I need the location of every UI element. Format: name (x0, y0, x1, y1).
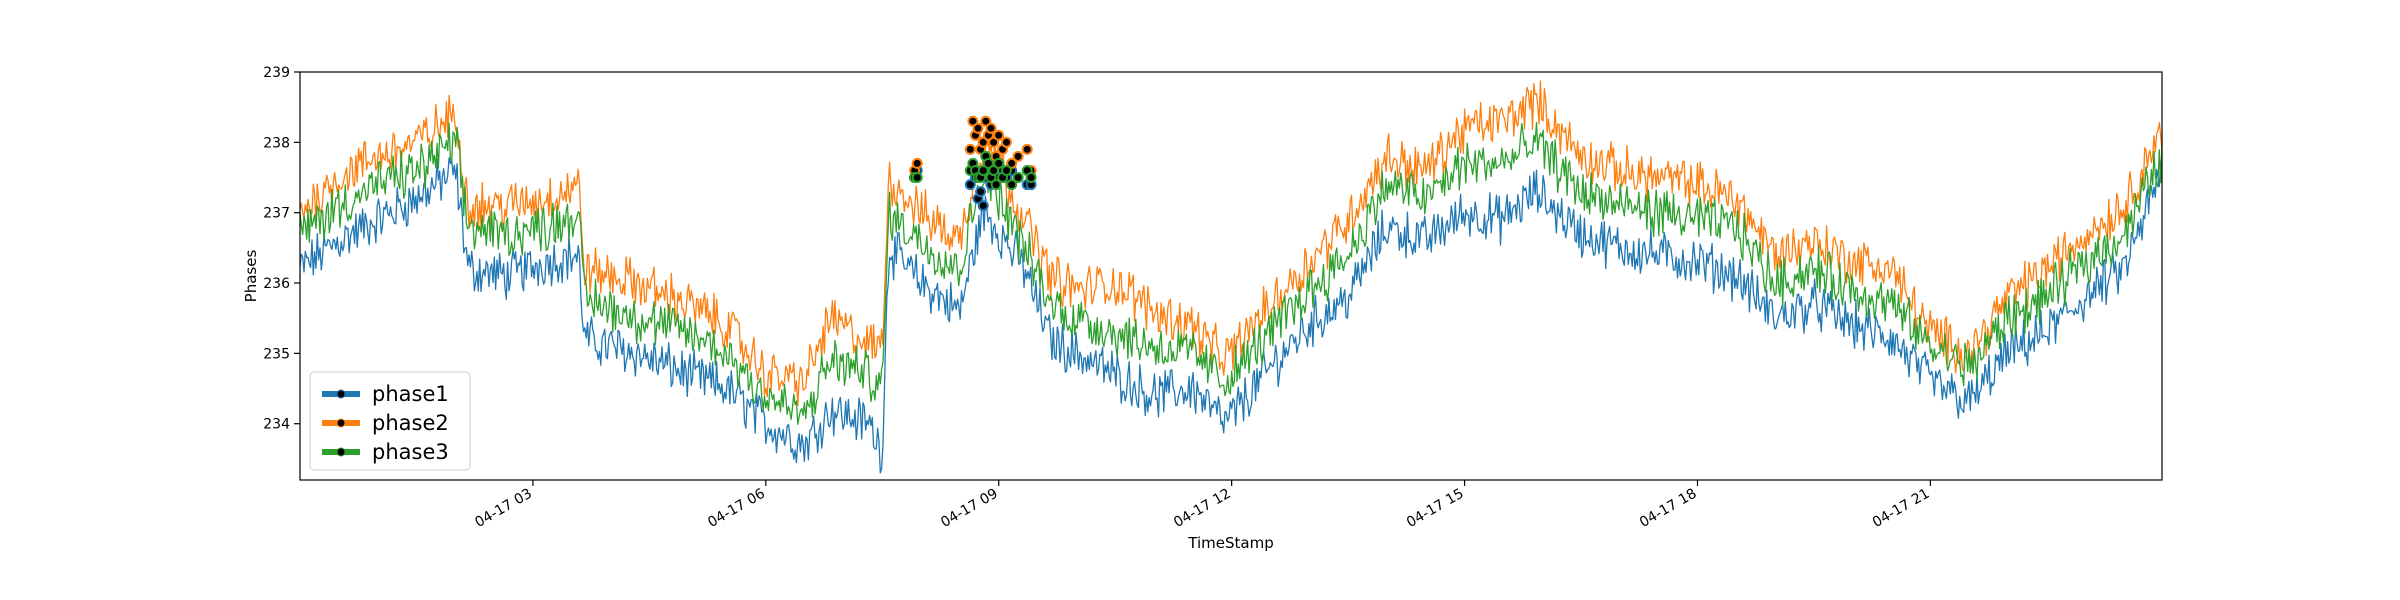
legend-label-phase2: phase2 (372, 411, 449, 435)
plot-frame (299, 71, 2163, 481)
anomaly-marker-layer (909, 115, 1037, 212)
y-tick-label: 234 (263, 417, 290, 433)
series-line-phase3 (299, 121, 2163, 425)
anomaly-point-phase2 (967, 115, 979, 127)
anomaly-point-phase3 (990, 179, 1002, 191)
anomaly-point-phase2 (1006, 157, 1018, 169)
legend-marker-phase3 (336, 447, 346, 457)
series-layer (299, 80, 2163, 474)
legend-marker-phase2 (336, 418, 346, 428)
anomaly-point-phase3 (988, 165, 1000, 176)
anomaly-point-phase2 (972, 122, 984, 134)
anomaly-point-phase3 (1025, 172, 1037, 183)
y-tick-label: 235 (263, 346, 290, 362)
legend-label-phase3: phase3 (372, 440, 449, 464)
series-line-phase1 (299, 155, 2163, 474)
y-tick-label: 237 (263, 206, 290, 222)
anomaly-point-phase3 (977, 165, 989, 176)
anomaly-point-phase2 (1001, 136, 1012, 148)
anomaly-point-phase2 (1021, 143, 1033, 155)
anomaly-point-phase1 (975, 186, 987, 198)
anomaly-point-phase2 (993, 129, 1005, 141)
legend[interactable]: phase1 phase2 phase3 (309, 371, 471, 471)
y-tick-label: 238 (263, 135, 290, 151)
anomaly-point-phase1 (977, 200, 989, 212)
x-axis-label: TimeStamp (1187, 534, 1273, 552)
y-axis: 234 235 236 237 238 239 (263, 65, 300, 433)
y-tick-label: 236 (263, 276, 290, 292)
legend-label-phase1: phase1 (372, 382, 449, 406)
anomaly-point-phase1 (964, 179, 976, 191)
anomaly-point-phase2 (980, 115, 992, 127)
anomaly-point-phase2 (964, 143, 976, 155)
anomaly-point-phase2 (911, 157, 923, 169)
anomaly-point-phase3 (1006, 179, 1018, 191)
anomaly-point-phase2 (988, 136, 1000, 148)
anomaly-point-phase2 (1012, 150, 1024, 162)
anomaly-point-phase3 (1012, 172, 1024, 183)
y-axis-label: Phases (242, 250, 260, 303)
anomaly-point-phase3 (1001, 165, 1012, 176)
y-tick-label: 239 (263, 65, 290, 81)
anomaly-point-phase2 (985, 122, 997, 134)
anomaly-point-phase2 (977, 136, 989, 148)
anomaly-point-phase3 (982, 157, 994, 169)
anomaly-point-phase3 (911, 172, 923, 183)
anomaly-point-phase3 (993, 157, 1005, 169)
legend-marker-phase1 (336, 389, 346, 399)
